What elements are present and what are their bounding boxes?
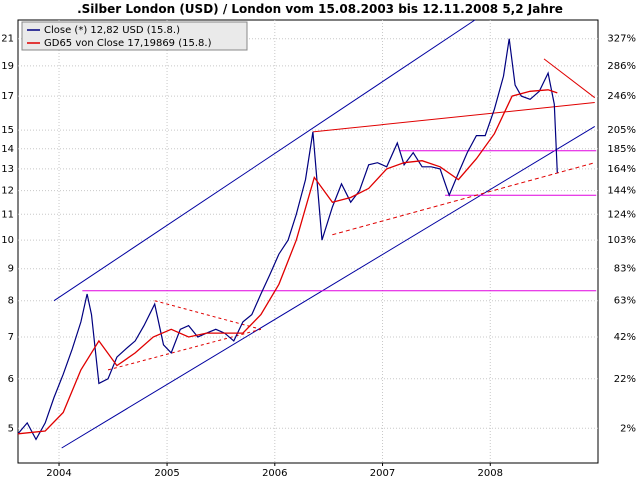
x-tick-label: 2005 <box>154 468 179 479</box>
y-tick-label-right: 164% <box>607 164 636 175</box>
triangle-upper-line <box>154 300 262 330</box>
trend-line-high <box>312 102 595 133</box>
y-tick-label-left: 10 <box>1 235 14 246</box>
y-axis-right: 2% 22% 42% 63% 83% 103% 124% 144% 164% 185% 205% 24… <box>607 34 636 435</box>
trend-lines <box>53 19 597 449</box>
y-tick-label-left: 12 <box>1 186 14 197</box>
y-tick-label-left: 5 <box>8 423 14 434</box>
series-layer <box>17 38 558 441</box>
y-tick-label-left: 9 <box>8 264 14 275</box>
channel-lower-line <box>61 126 596 449</box>
trend-line-descending <box>543 58 596 99</box>
y-tick-label-right: 246% <box>607 91 636 102</box>
y-tick-label-right: 22% <box>614 374 636 385</box>
x-tick-label: 2007 <box>370 468 395 479</box>
x-tick-label: 2004 <box>46 468 71 479</box>
x-axis: 2004 2005 2006 2007 2008 <box>46 463 503 479</box>
chart-title: .Silber London (USD) / London vom 15.08.… <box>77 2 563 16</box>
y-tick-label-left: 15 <box>1 125 14 136</box>
y-tick-label-left: 11 <box>1 209 14 220</box>
y-tick-label-right: 83% <box>614 264 636 275</box>
y-tick-label-right: 205% <box>607 125 636 136</box>
x-tick-label: 2006 <box>262 468 287 479</box>
y-tick-label-right: 124% <box>607 209 636 220</box>
legend-entry-close: Close (*) 12,82 USD (15.8.) <box>44 25 180 36</box>
y-tick-label-left: 14 <box>1 144 14 155</box>
y-tick-label-right: 144% <box>607 186 636 197</box>
trend-line-support <box>332 162 595 236</box>
y-tick-label-left: 19 <box>1 61 14 72</box>
y-tick-label-right: 103% <box>607 235 636 246</box>
y-tick-label-left: 17 <box>1 91 14 102</box>
y-tick-label-right: 286% <box>607 61 636 72</box>
y-tick-label-left: 7 <box>8 332 14 343</box>
legend-entry-gd65: GD65 von Close 17,19869 (15.8.) <box>44 38 212 49</box>
x-tick-label: 2008 <box>478 468 503 479</box>
y-tick-label-left: 8 <box>8 296 14 307</box>
y-tick-label-right: 63% <box>614 296 636 307</box>
legend: Close (*) 12,82 USD (15.8.) GD65 von Clo… <box>21 21 248 51</box>
y-tick-label-left: 6 <box>8 374 14 385</box>
y-tick-label-right: 2% <box>620 423 636 434</box>
series-line-close <box>17 38 558 441</box>
grid <box>18 20 598 463</box>
y-tick-label-right: 185% <box>607 144 636 155</box>
channel-upper-line <box>53 19 476 302</box>
series-line-gd65 <box>17 89 558 435</box>
y-tick-label-left: 13 <box>1 164 14 175</box>
y-tick-label-left: 21 <box>1 34 14 45</box>
plot-area <box>17 19 599 464</box>
triangle-lower-line <box>107 328 262 371</box>
legend-box <box>21 21 248 51</box>
y-axis-left: 5 6 7 8 9 10 11 12 13 14 15 17 19 21 <box>1 34 14 435</box>
y-tick-label-right: 327% <box>607 34 636 45</box>
y-tick-label-right: 42% <box>614 332 636 343</box>
